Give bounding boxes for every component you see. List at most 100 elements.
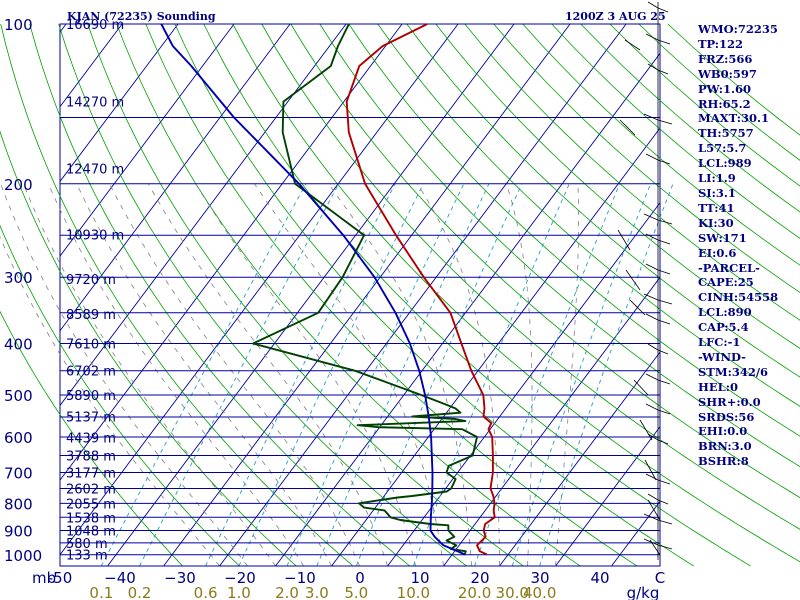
sounding-indices: WMO:72235 TP:122 FRZ:566 WB0:597 PW:1.60 RH:6… — [698, 22, 778, 469]
dry-adiabat-line — [261, 23, 800, 530]
temperature-tick-label: 40 — [590, 569, 609, 587]
dry-adiabat-line — [377, 23, 800, 407]
height-label: 3788 m — [66, 449, 116, 464]
wind-barb — [647, 493, 659, 501]
stat-item: RH:65.2 — [698, 96, 751, 111]
wind-barb — [657, 379, 671, 385]
wind-barb — [657, 479, 671, 485]
wind-barb — [657, 409, 671, 415]
mixing-ratio-tick-label: 0.1 — [89, 584, 113, 600]
mixing-ratio-tick-label: 0.2 — [128, 584, 152, 600]
wind-barb — [657, 519, 673, 525]
stat-item: BSHR:8 — [698, 454, 749, 469]
moist-adiabat-line — [328, 183, 472, 567]
dry-adiabat-line — [87, 23, 524, 567]
mixing-ratio-tick-label: 5.0 — [344, 584, 368, 600]
stat-item: EI:0.6 — [698, 245, 737, 260]
height-label: 6702 m — [66, 365, 116, 380]
wind-barb — [645, 373, 659, 381]
mixing-ratio-line — [286, 183, 465, 567]
pressure-tick-label: 200 — [4, 176, 33, 194]
stat-item: CAP:5.4 — [698, 320, 749, 335]
pressure-tick-label: 600 — [4, 429, 33, 447]
mixing-ratio-tick-label: 10.0 — [397, 584, 430, 600]
wind-barb — [617, 229, 631, 251]
isotherm-line — [387, 202, 661, 567]
height-label: 12470 m — [66, 162, 124, 177]
pressure-tick-label: 800 — [4, 495, 33, 513]
wind-barb — [647, 499, 661, 521]
height-label: 8589 m — [66, 308, 116, 323]
isotherm-line — [443, 277, 661, 567]
stat-item: -WIND- — [698, 349, 746, 364]
pressure-tick-label: 900 — [4, 522, 33, 540]
temperature-tick-label: 0 — [355, 569, 365, 587]
temperature-tick-label: −30 — [164, 569, 196, 587]
height-label: 133 m — [66, 549, 108, 564]
wind-barb — [645, 233, 659, 241]
isotherm-line — [59, 23, 403, 481]
height-label: 3177 m — [66, 467, 116, 482]
dry-adiabat-line — [0, 224, 240, 567]
moist-adiabat-line — [254, 183, 444, 567]
wind-barb — [625, 269, 641, 291]
dry-adiabat-line — [493, 23, 800, 293]
wind-barb — [645, 313, 659, 321]
mixing-ratio-line — [205, 183, 396, 567]
wind-barb — [657, 219, 673, 225]
dry-adiabat-line — [0, 23, 354, 567]
stat-item: LFC:-1 — [698, 335, 741, 350]
wind-barb — [643, 113, 659, 121]
wind-barb — [619, 119, 636, 136]
height-label: 580 m — [66, 537, 108, 552]
stat-item: LI:1.9 — [698, 171, 736, 186]
dry-adiabat-line — [319, 23, 800, 468]
stat-item: FRZ:566 — [698, 51, 753, 66]
wind-barb — [645, 33, 659, 41]
dry-adiabat-line — [522, 23, 800, 266]
height-label: 4439 m — [66, 431, 116, 446]
wind-barb — [645, 153, 659, 161]
wind-barb — [649, 539, 661, 556]
plot-area — [59, 23, 661, 567]
stat-item: BRN:3.0 — [698, 439, 752, 454]
wind-barb — [657, 269, 671, 275]
temperature-unit-label: C — [655, 569, 665, 587]
height-label: 5890 m — [66, 389, 116, 404]
stat-item: -PARCEL- — [698, 260, 760, 275]
moist-adiabat-line — [195, 183, 416, 567]
isotherm-line — [59, 23, 123, 108]
stat-item: MAXT:30.1 — [698, 111, 769, 126]
stat-item: TP:122 — [698, 36, 744, 51]
moist-adiabat-line — [23, 183, 276, 567]
mixing-ratio-tick-label: 30.0 — [496, 584, 529, 600]
wind-barb — [657, 7, 669, 13]
wind-barb — [657, 544, 673, 550]
stat-item: STM:342/6 — [698, 364, 769, 379]
wind-barb — [629, 299, 646, 316]
pressure-tick-label: 1000 — [4, 547, 42, 565]
dry-adiabat-line — [464, 23, 800, 321]
dry-adiabat-line — [232, 23, 800, 563]
mixing-ratio-line — [139, 183, 340, 567]
dry-adiabat-line — [406, 23, 800, 378]
stat-item: LCL:890 — [698, 305, 752, 320]
stat-item: WB0:597 — [698, 66, 757, 81]
moist-adiabat-line — [0, 236, 220, 567]
mixing-ratio-tick-label: 3.0 — [305, 584, 329, 600]
pressure-tick-label: 100 — [4, 16, 33, 34]
wind-barbs — [617, 1, 673, 560]
moist-adiabat-line — [148, 183, 388, 567]
mixing-ratio-tick-label: 1.0 — [227, 584, 251, 600]
pressure-unit-label: mb — [32, 569, 56, 587]
temperature-tick-label: 10 — [410, 569, 429, 587]
isotherm-line — [59, 23, 235, 257]
wind-barb — [645, 473, 659, 481]
moist-adiabat-line — [48, 183, 304, 567]
isotherm-line — [219, 23, 627, 567]
chart-datetime: 1200Z 3 AUG 25 — [565, 10, 666, 23]
wind-barb — [657, 499, 669, 505]
wind-barb — [657, 119, 673, 125]
temperature-tick-label: −40 — [104, 569, 136, 587]
isotherm-line — [59, 23, 347, 406]
